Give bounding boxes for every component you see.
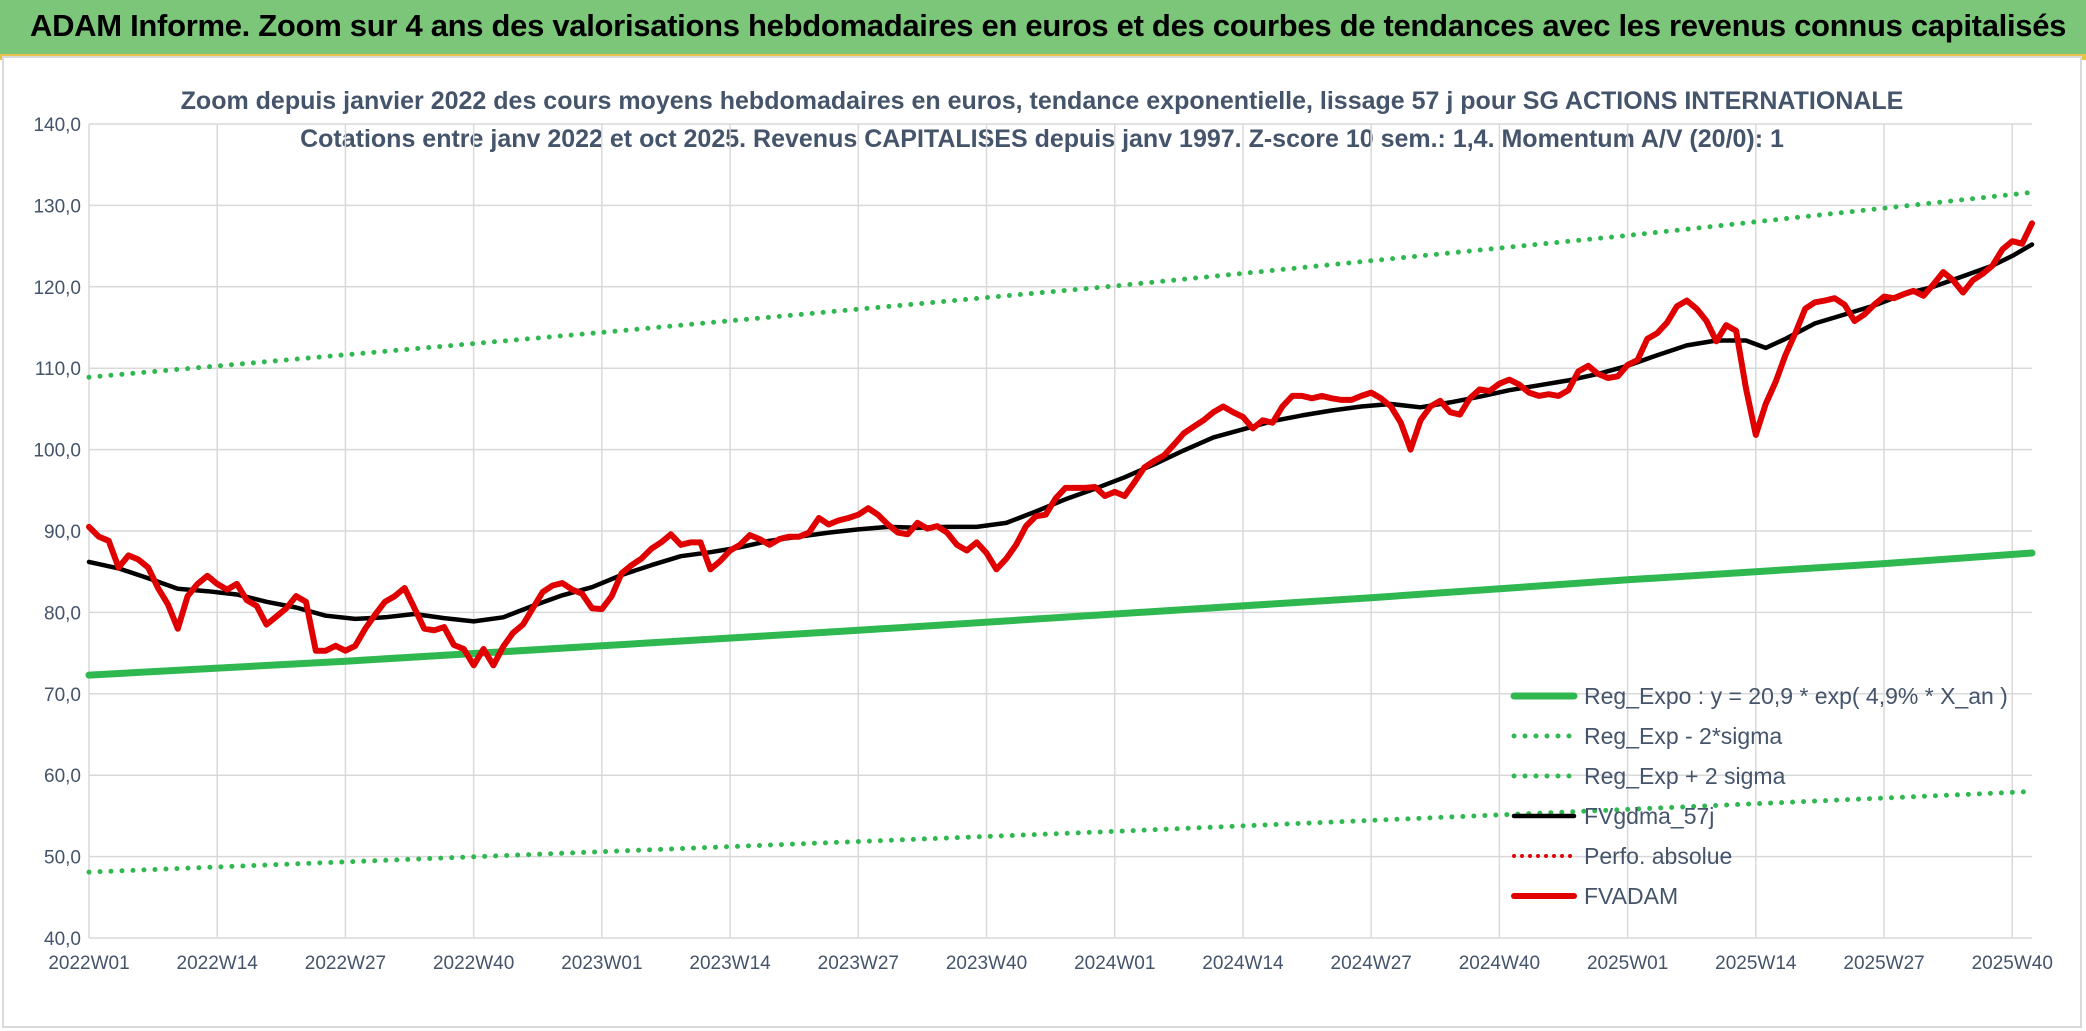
x-tick-label: 2023W40 — [946, 953, 1027, 974]
x-tick-label: 2024W14 — [1202, 953, 1284, 974]
axis-layer: 40,0 50,0 60,0 70,0 80,0 90,0 100,0 110,0 120,0 1… — [33, 115, 2052, 974]
y-tick-label: 100,0 — [33, 441, 81, 462]
grid-layer — [88, 123, 2032, 939]
x-tick-label: 2023W14 — [689, 953, 771, 974]
banner-title: ADAM Informe. Zoom sur 4 ans des valoris… — [30, 8, 2067, 43]
y-tick-label: 40,0 — [44, 929, 81, 950]
x-tick-label: 2025W40 — [1972, 953, 2053, 974]
series-layer — [85, 189, 2036, 875]
x-tick-label: 2025W14 — [1715, 953, 1797, 974]
series-line-fvadam — [86, 220, 2035, 669]
x-tick-label: 2024W40 — [1459, 953, 1540, 974]
series-line-reg_minus — [86, 789, 2035, 875]
x-tick-label: 2025W27 — [1843, 953, 1924, 974]
chart-frame: Zoom depuis janvier 2022 des cours moyen… — [2, 56, 2082, 1028]
chart-svg: Zoom depuis janvier 2022 des cours moyen… — [33, 87, 2052, 974]
legend-label-fvgdma: FVgdma_57j — [1584, 803, 1714, 829]
x-tick-label: 2022W27 — [305, 953, 386, 974]
x-tick-label: 2024W01 — [1074, 953, 1155, 974]
x-tick-label: 2023W01 — [561, 953, 642, 974]
y-tick-label: 80,0 — [44, 603, 81, 624]
chart-title-line1: Zoom depuis janvier 2022 des cours moyen… — [181, 87, 1904, 115]
y-tick-label: 60,0 — [44, 766, 81, 787]
legend-label-fvadam: FVADAM — [1584, 883, 1678, 909]
x-tick-label: 2025W01 — [1587, 953, 1668, 974]
legend-label-reg_expo: Reg_Expo : y = 20,9 * exp( 4,9% * X_an ) — [1584, 683, 2008, 709]
banner: ADAM Informe. Zoom sur 4 ans des valoris… — [0, 0, 2086, 56]
x-tick-label: 2022W14 — [177, 953, 259, 974]
chart-title-line2: Cotations entre janv 2022 et oct 2025. R… — [300, 125, 1784, 153]
y-tick-label: 70,0 — [44, 685, 81, 706]
series-line-fvgdma — [86, 242, 2035, 624]
legend-label-reg_minus: Reg_Exp - 2*sigma — [1584, 723, 1782, 749]
legend: Reg_Expo : y = 20,9 * exp( 4,9% * X_an )… — [1510, 683, 2008, 909]
series-line-reg_expo — [85, 549, 2036, 679]
legend-label-perfo: Perfo. absolue — [1584, 843, 1732, 869]
y-tick-label: 140,0 — [33, 115, 81, 136]
y-tick-label: 130,0 — [33, 196, 81, 217]
y-tick-label: 110,0 — [35, 359, 81, 380]
series-line-reg_plus — [86, 189, 2035, 380]
x-tick-label: 2022W01 — [48, 953, 129, 974]
x-tick-label: 2023W27 — [818, 953, 899, 974]
x-tick-label: 2022W40 — [433, 953, 514, 974]
y-tick-label: 120,0 — [33, 278, 81, 299]
x-tick-label: 2024W27 — [1331, 953, 1412, 974]
y-tick-label: 90,0 — [44, 522, 81, 543]
y-tick-label: 50,0 — [44, 848, 81, 869]
legend-label-reg_plus: Reg_Exp + 2 sigma — [1584, 763, 1786, 789]
